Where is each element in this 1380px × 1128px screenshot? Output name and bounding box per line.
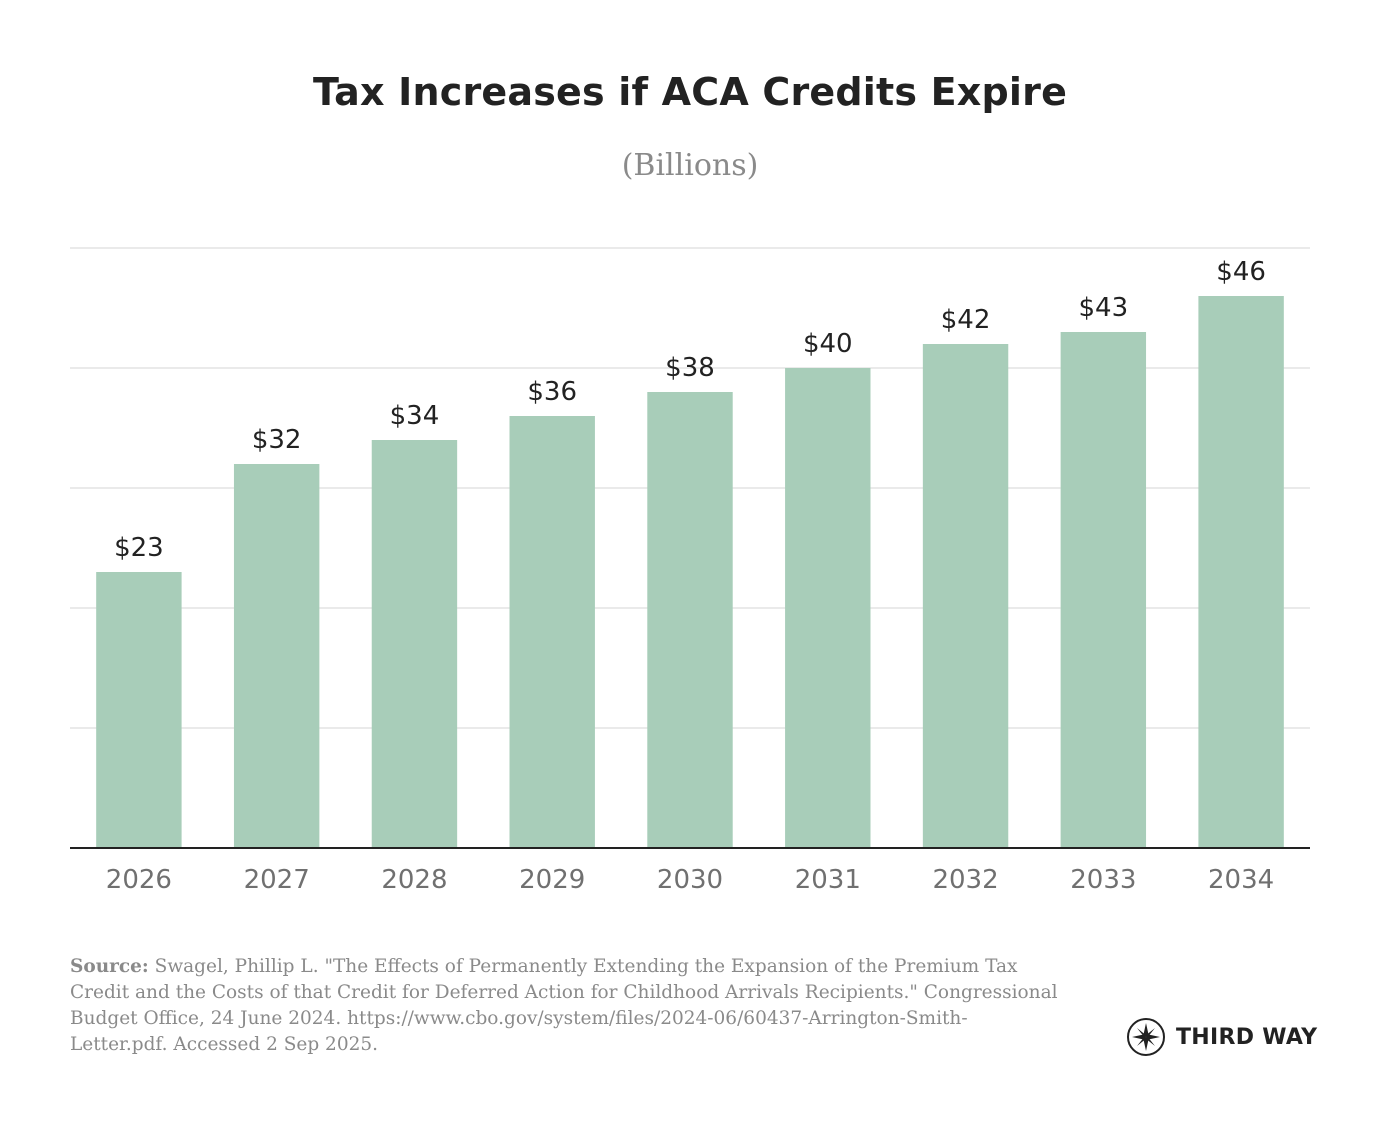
bar-chart: $23 $32 $34 $36 $38 $40 $42 $43 $46 2026 2027 2028… bbox=[70, 247, 1310, 895]
third-way-logo: THIRD WAY bbox=[1126, 1017, 1317, 1057]
data-labels: $23 $32 $34 $36 $38 $40 $42 $43 $46 bbox=[114, 257, 1266, 563]
bar-2033 bbox=[1060, 332, 1147, 848]
bars bbox=[96, 296, 1284, 848]
x-tick-label-2031: 2031 bbox=[795, 865, 861, 895]
data-label-2030: $38 bbox=[665, 353, 715, 383]
data-label-2029: $36 bbox=[527, 377, 577, 407]
chart-subtitle: (Billions) bbox=[621, 148, 759, 183]
data-label-2033: $43 bbox=[1079, 293, 1129, 323]
bar-2028 bbox=[371, 440, 458, 848]
source-text: Swagel, Phillip L. "The Effects of Perma… bbox=[70, 956, 1058, 1055]
x-tick-label-2028: 2028 bbox=[381, 865, 447, 895]
x-tick-label-2027: 2027 bbox=[244, 865, 310, 895]
x-axis-tick-labels: 2026 2027 2028 2029 2030 2031 2032 2033 2034 bbox=[106, 865, 1274, 895]
x-tick-label-2033: 2033 bbox=[1070, 865, 1136, 895]
chart-title: Tax Increases if ACA Credits Expire bbox=[312, 70, 1068, 114]
x-tick-label-2029: 2029 bbox=[519, 865, 585, 895]
data-label-2028: $34 bbox=[390, 401, 440, 431]
bar-2030 bbox=[647, 392, 733, 848]
bar-2027 bbox=[233, 464, 320, 848]
bar-2029 bbox=[509, 416, 595, 848]
x-tick-label-2030: 2030 bbox=[657, 865, 723, 895]
bar-2026 bbox=[96, 572, 182, 848]
bar-2031 bbox=[785, 368, 871, 848]
data-label-2032: $42 bbox=[941, 305, 991, 335]
x-tick-label-2032: 2032 bbox=[932, 865, 998, 895]
logo-text: THIRD WAY bbox=[1176, 1024, 1318, 1050]
compass-icon bbox=[1127, 1018, 1165, 1056]
data-label-2034: $46 bbox=[1216, 257, 1266, 287]
bar-2034 bbox=[1198, 296, 1284, 848]
source-note: Source: Swagel, Phillip L. "The Effects … bbox=[70, 954, 1060, 1058]
data-label-2026: $23 bbox=[114, 533, 164, 563]
data-label-2031: $40 bbox=[803, 329, 853, 359]
data-label-2027: $32 bbox=[252, 425, 302, 455]
x-tick-label-2034: 2034 bbox=[1208, 865, 1274, 895]
x-tick-label-2026: 2026 bbox=[106, 865, 172, 895]
source-label: Source: bbox=[70, 956, 149, 977]
bar-2032 bbox=[922, 344, 1009, 848]
